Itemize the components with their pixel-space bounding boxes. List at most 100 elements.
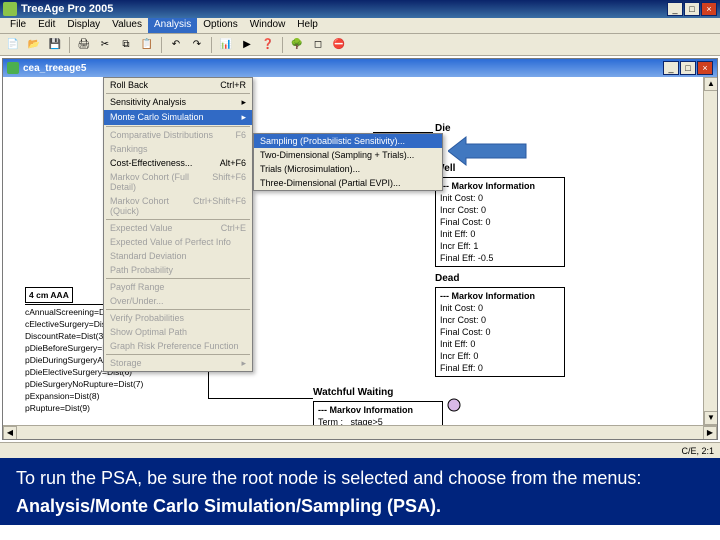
workspace: ve Surgery Die Well --- Markov Informati… xyxy=(3,77,717,439)
markov-line: Final Eff: 0 xyxy=(440,362,560,374)
doc-titlebar: cea_treeage5 _ □ × xyxy=(3,59,717,77)
monte-carlo-submenu: Sampling (Probabilistic Sensitivity)...T… xyxy=(253,133,443,191)
submenu-item[interactable]: Sampling (Probabilistic Sensitivity)... xyxy=(254,134,442,148)
toolbar-separator xyxy=(282,37,283,53)
scroll-up-icon[interactable]: ▲ xyxy=(704,77,717,91)
markov-line: Init Eff: 0 xyxy=(440,338,560,350)
status-text: C/E, 2:1 xyxy=(681,446,714,456)
menu-item: Storage▸ xyxy=(104,356,252,371)
doc-window-buttons: _ □ × xyxy=(663,61,713,75)
app-icon xyxy=(3,2,17,16)
menu-item: Rankings xyxy=(104,142,252,156)
tb-save-icon[interactable]: 💾 xyxy=(46,36,64,54)
toolbar-separator xyxy=(211,37,212,53)
distribution-line: pDieSurgeryNoRupture=Dist(7) xyxy=(25,378,195,390)
markov-line: Incr Eff: 1 xyxy=(440,240,560,252)
toolbar-separator xyxy=(69,37,70,53)
branch-dead-label: Dead xyxy=(435,273,459,284)
tb-stop-icon[interactable]: ⛔ xyxy=(330,36,348,54)
scroll-down-icon[interactable]: ▼ xyxy=(704,411,717,425)
menu-analysis[interactable]: Analysis xyxy=(148,18,197,33)
markov-line: Incr Eff: 0 xyxy=(440,350,560,362)
menu-values[interactable]: Values xyxy=(106,18,148,33)
menu-item: Expected Value of Perfect Info xyxy=(104,235,252,249)
tb-node-icon[interactable]: ◻ xyxy=(309,36,327,54)
close-button[interactable]: × xyxy=(701,2,717,16)
analysis-menu: Roll BackCtrl+R Sensitivity Analysis▸Mont… xyxy=(103,77,253,372)
tb-run-icon[interactable]: ▶ xyxy=(238,36,256,54)
scroll-left-icon[interactable]: ◀ xyxy=(3,426,17,439)
document-window: cea_treeage5 _ □ × ve Surgery Die Well -… xyxy=(2,58,718,440)
markov-line: Final Eff: -0.5 xyxy=(440,252,560,264)
markov-line: Final Cost: 0 xyxy=(440,326,560,338)
markov-line: Init Eff: 0 xyxy=(440,228,560,240)
callout-arrow-icon xyxy=(448,135,528,167)
menu-display[interactable]: Display xyxy=(61,18,106,33)
toolbar-separator xyxy=(161,37,162,53)
menu-item[interactable]: Sensitivity Analysis▸ xyxy=(104,95,252,110)
app-title: TreeAge Pro 2005 xyxy=(21,3,667,15)
horizontal-scrollbar[interactable]: ◀ ▶ xyxy=(3,425,717,439)
menu-item: Verify Probabilities xyxy=(104,311,252,325)
menu-options[interactable]: Options xyxy=(197,18,243,33)
menu-item: Comparative DistributionsF6 xyxy=(104,128,252,142)
menu-item: Markov Cohort (Full Detail)Shift+F6 xyxy=(104,170,252,194)
caption-line2: Analysis/Monte Carlo Simulation/Sampling… xyxy=(16,496,704,517)
doc-maximize-button[interactable]: □ xyxy=(680,61,696,75)
doc-title: cea_treeage5 xyxy=(23,63,663,74)
tb-paste-icon[interactable]: 📋 xyxy=(138,36,156,54)
menu-item: Path Probability xyxy=(104,263,252,277)
markov-well-title: --- Markov Information xyxy=(440,180,560,192)
doc-close-button[interactable]: × xyxy=(697,61,713,75)
statusbar: C/E, 2:1 xyxy=(0,442,720,458)
menu-window[interactable]: Window xyxy=(244,18,292,33)
menu-file[interactable]: File xyxy=(4,18,32,33)
window-buttons: _ □ × xyxy=(667,2,717,16)
scroll-right-icon[interactable]: ▶ xyxy=(703,426,717,439)
tb-copy-icon[interactable]: ⧉ xyxy=(117,36,135,54)
caption-line1: To run the PSA, be sure the root node is… xyxy=(16,466,704,490)
doc-icon xyxy=(7,62,19,74)
tb-new-icon[interactable]: 📄 xyxy=(4,36,22,54)
tb-redo-icon[interactable]: ↷ xyxy=(188,36,206,54)
menu-help[interactable]: Help xyxy=(291,18,324,33)
menu-divider xyxy=(106,278,250,279)
menu-item: Payoff Range xyxy=(104,280,252,294)
tb-chart-icon[interactable]: 📊 xyxy=(217,36,235,54)
markov-well-box: --- Markov Information Init Cost: 0 Incr… xyxy=(435,177,565,267)
menu-divider xyxy=(106,309,250,310)
distribution-line: pExpansion=Dist(8) xyxy=(25,390,195,402)
markov-line: Final Cost: 0 xyxy=(440,216,560,228)
submenu-item: Trials (Microsimulation)... xyxy=(254,162,442,176)
menu-item[interactable]: Monte Carlo Simulation▸ xyxy=(104,110,252,125)
menu-edit[interactable]: Edit xyxy=(32,18,61,33)
submenu-item: Three-Dimensional (Partial EVPI)... xyxy=(254,176,442,190)
tb-print-icon[interactable]: 🖨 xyxy=(75,36,93,54)
submenu-item: Two-Dimensional (Sampling + Trials)... xyxy=(254,148,442,162)
menu-item: Standard Deviation xyxy=(104,249,252,263)
app-titlebar: TreeAge Pro 2005 _ □ × xyxy=(0,0,720,18)
tb-open-icon[interactable]: 📂 xyxy=(25,36,43,54)
menu-divider xyxy=(106,126,250,127)
caption-panel: To run the PSA, be sure the root node is… xyxy=(0,458,720,525)
doc-minimize-button[interactable]: _ xyxy=(663,61,679,75)
tb-help-icon[interactable]: ❓ xyxy=(259,36,277,54)
markov-node-icon xyxy=(446,397,462,413)
distribution-line: pRupture=Dist(9) xyxy=(25,402,195,414)
tb-undo-icon[interactable]: ↶ xyxy=(167,36,185,54)
menu-item: Expected ValueCtrl+E xyxy=(104,221,252,235)
menu-item[interactable]: Cost-Effectiveness...Alt+F6 xyxy=(104,156,252,170)
maximize-button[interactable]: □ xyxy=(684,2,700,16)
connector-line xyxy=(208,398,313,399)
tb-cut-icon[interactable]: ✂ xyxy=(96,36,114,54)
root-node-label[interactable]: 4 cm AAA xyxy=(25,287,73,303)
minimize-button[interactable]: _ xyxy=(667,2,683,16)
markov-line: Incr Cost: 0 xyxy=(440,204,560,216)
tb-tree-icon[interactable]: 🌳 xyxy=(288,36,306,54)
menu-divider xyxy=(106,354,250,355)
vertical-scrollbar[interactable]: ▲ ▼ xyxy=(703,77,717,425)
markov-line: Incr Cost: 0 xyxy=(440,314,560,326)
toolbar: 📄 📂 💾 🖨 ✂ ⧉ 📋 ↶ ↷ 📊 ▶ ❓ 🌳 ◻ ⛔ xyxy=(0,34,720,56)
markov-dead-title: --- Markov Information xyxy=(440,290,560,302)
menu-item[interactable]: Roll BackCtrl+R xyxy=(104,78,252,92)
